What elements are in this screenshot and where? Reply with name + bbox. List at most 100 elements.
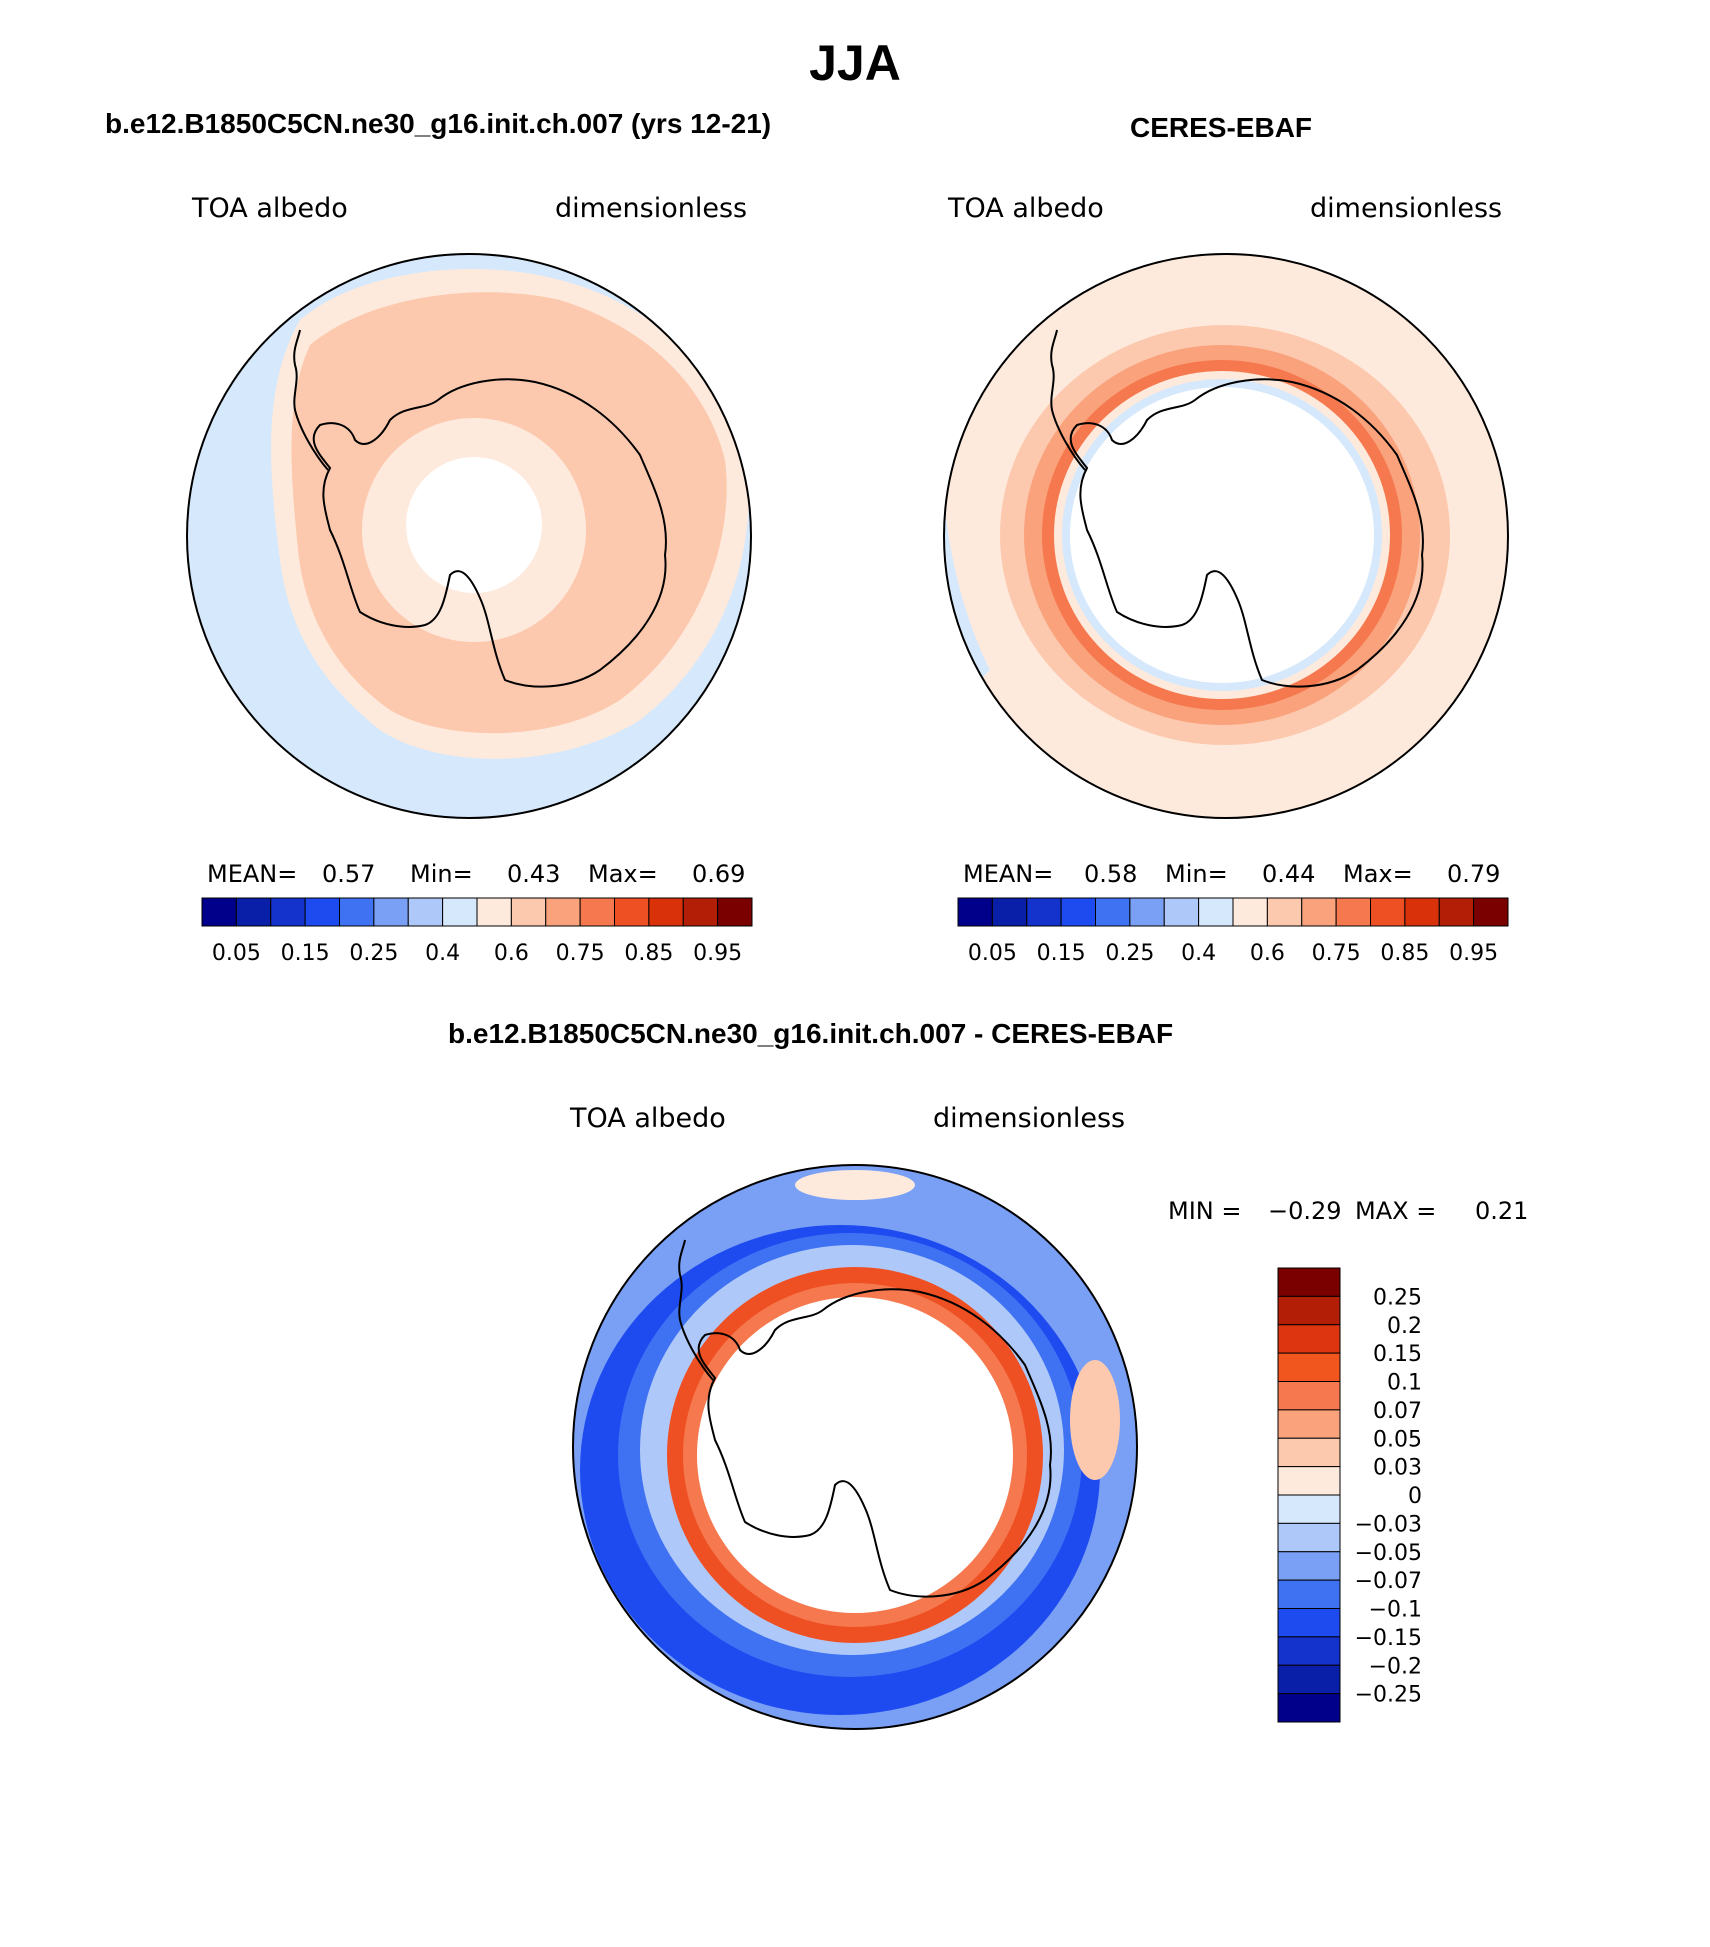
panel3-min-label: MIN = — [1168, 1197, 1242, 1225]
panel1-min-label: Min= — [410, 860, 473, 888]
colorbar-tick-label: −0.25 — [1355, 1683, 1422, 1708]
colorbar-tick-label: 0.6 — [494, 941, 529, 966]
panel2-colorbar: 0.05 0.15 0.25 0.4 0.6 0.75 0.85 0.95 — [957, 897, 1509, 966]
panel3-units: dimensionless — [933, 1103, 1126, 1134]
colorbar-box — [1370, 897, 1406, 927]
colorbar-box — [1473, 897, 1509, 927]
colorbar-tick-label: 0.4 — [425, 941, 460, 966]
colorbar-tick-label: 0.07 — [1373, 1399, 1422, 1424]
peninsula-coastline — [1050, 329, 1086, 471]
colorbar-tick-label: 0.85 — [1380, 941, 1429, 966]
panel2-mean-label: MEAN= — [963, 860, 1054, 888]
antarctica-coastline — [1069, 378, 1424, 688]
colorbar-tick-label: −0.03 — [1355, 1512, 1422, 1537]
colorbar-box — [1277, 1409, 1341, 1439]
colorbar-box — [1232, 897, 1268, 927]
colorbar-box — [1277, 1352, 1341, 1382]
peninsula-coastline — [678, 1239, 714, 1381]
colorbar-box — [1277, 1324, 1341, 1354]
panel3-north-positive — [795, 1170, 915, 1200]
panel1-missing-pole — [406, 457, 542, 593]
colorbar-box — [648, 897, 684, 927]
colorbar-tick-label: 0.05 — [212, 941, 261, 966]
colorbar-box — [957, 897, 993, 927]
panel3-min-value: −0.29 — [1268, 1197, 1342, 1225]
colorbar-box — [1335, 897, 1371, 927]
colorbar-box — [1277, 1295, 1341, 1326]
colorbar-box — [579, 897, 615, 927]
panel1-max-value: 0.69 — [692, 860, 746, 888]
panel1-max-label: Max= — [588, 860, 658, 888]
colorbar-box — [1277, 1381, 1341, 1411]
colorbar-box — [201, 897, 237, 927]
colorbar-tick-label: −0.05 — [1355, 1541, 1422, 1566]
colorbar-box — [1277, 1437, 1341, 1468]
colorbar-box — [1277, 1551, 1341, 1581]
colorbar-box — [339, 897, 375, 927]
colorbar-tick-label: 0.95 — [1449, 941, 1498, 966]
panel2-min-label: Min= — [1165, 860, 1228, 888]
panel3-variable: TOA albedo — [570, 1103, 726, 1134]
colorbar-box — [1277, 1579, 1341, 1609]
season-title: JJA — [809, 35, 901, 91]
panel1-units: dimensionless — [555, 193, 748, 224]
colorbar-box — [1277, 1664, 1341, 1695]
colorbar-box — [1277, 1693, 1341, 1723]
panel1-colorbar: 0.05 0.15 0.25 0.4 0.6 0.75 0.85 0.95 — [201, 897, 753, 966]
panel2-map — [943, 253, 1509, 819]
colorbar-tick-label: −0.2 — [1369, 1654, 1422, 1679]
panel2-min-value: 0.44 — [1262, 860, 1316, 888]
colorbar-tick-label: 0.25 — [1105, 941, 1154, 966]
colorbar-box — [476, 897, 512, 927]
panel2-units: dimensionless — [1310, 193, 1503, 224]
colorbar-box — [1060, 897, 1096, 927]
colorbar-tick-label: 0.6 — [1250, 941, 1285, 966]
colorbar-box — [1277, 1522, 1341, 1553]
panel2-missing-pole — [1070, 387, 1374, 683]
colorbar-tick-label: 0.15 — [1373, 1342, 1422, 1367]
panel3-title: b.e12.B1850C5CN.ne30_g16.init.ch.007 - C… — [448, 1018, 1174, 1049]
colorbar-box — [1095, 897, 1131, 927]
colorbar-box — [1277, 1636, 1341, 1666]
panel3-max-label: MAX = — [1355, 1197, 1437, 1225]
colorbar-box — [1163, 897, 1200, 927]
colorbar-box — [373, 897, 409, 927]
panel1-mean-value: 0.57 — [322, 860, 376, 888]
colorbar-box — [682, 897, 719, 927]
colorbar-tick-label: 0.25 — [1373, 1285, 1422, 1310]
panel2-mean-value: 0.58 — [1084, 860, 1138, 888]
panel2-title: CERES-EBAF — [1130, 112, 1313, 143]
colorbar-tick-label: −0.07 — [1355, 1569, 1422, 1594]
panel1-mean-label: MEAN= — [207, 860, 298, 888]
colorbar-box — [1277, 1494, 1341, 1524]
colorbar-tick-label: 0.75 — [1312, 941, 1361, 966]
colorbar-box — [545, 897, 581, 927]
colorbar-tick-label: 0.85 — [624, 941, 673, 966]
colorbar-tick-label: 0.05 — [968, 941, 1017, 966]
panel1-map — [186, 253, 752, 819]
colorbar-tick-label: 0.2 — [1387, 1314, 1422, 1339]
panel2-variable: TOA albedo — [948, 193, 1104, 224]
panel2-max-label: Max= — [1343, 860, 1413, 888]
colorbar-box — [717, 897, 753, 927]
colorbar-box — [1404, 897, 1440, 927]
colorbar-tick-label: 0.25 — [349, 941, 398, 966]
colorbar-box — [1129, 897, 1165, 927]
colorbar-tick-label: 0.05 — [1373, 1427, 1422, 1452]
panel3-colorbar: 0.25 0.2 0.15 0.1 0.07 0.05 0.03 0 −0.03 −0.05 −0.… — [1277, 1267, 1422, 1723]
colorbar-tick-label: 0.75 — [556, 941, 605, 966]
panel1-variable: TOA albedo — [192, 193, 348, 224]
antarctica-coastline — [697, 1288, 1052, 1598]
colorbar-box — [1277, 1608, 1341, 1638]
colorbar-tick-label: 0 — [1408, 1484, 1422, 1509]
panel3-map — [572, 1164, 1138, 1730]
panel3-max-value: 0.21 — [1475, 1197, 1529, 1225]
antarctica-coastline — [312, 378, 667, 688]
colorbar-box — [510, 897, 547, 927]
colorbar-box — [270, 897, 306, 927]
panel2-max-value: 0.79 — [1447, 860, 1501, 888]
colorbar-box — [1198, 897, 1234, 927]
colorbar-box — [1438, 897, 1475, 927]
colorbar-box — [1026, 897, 1062, 927]
